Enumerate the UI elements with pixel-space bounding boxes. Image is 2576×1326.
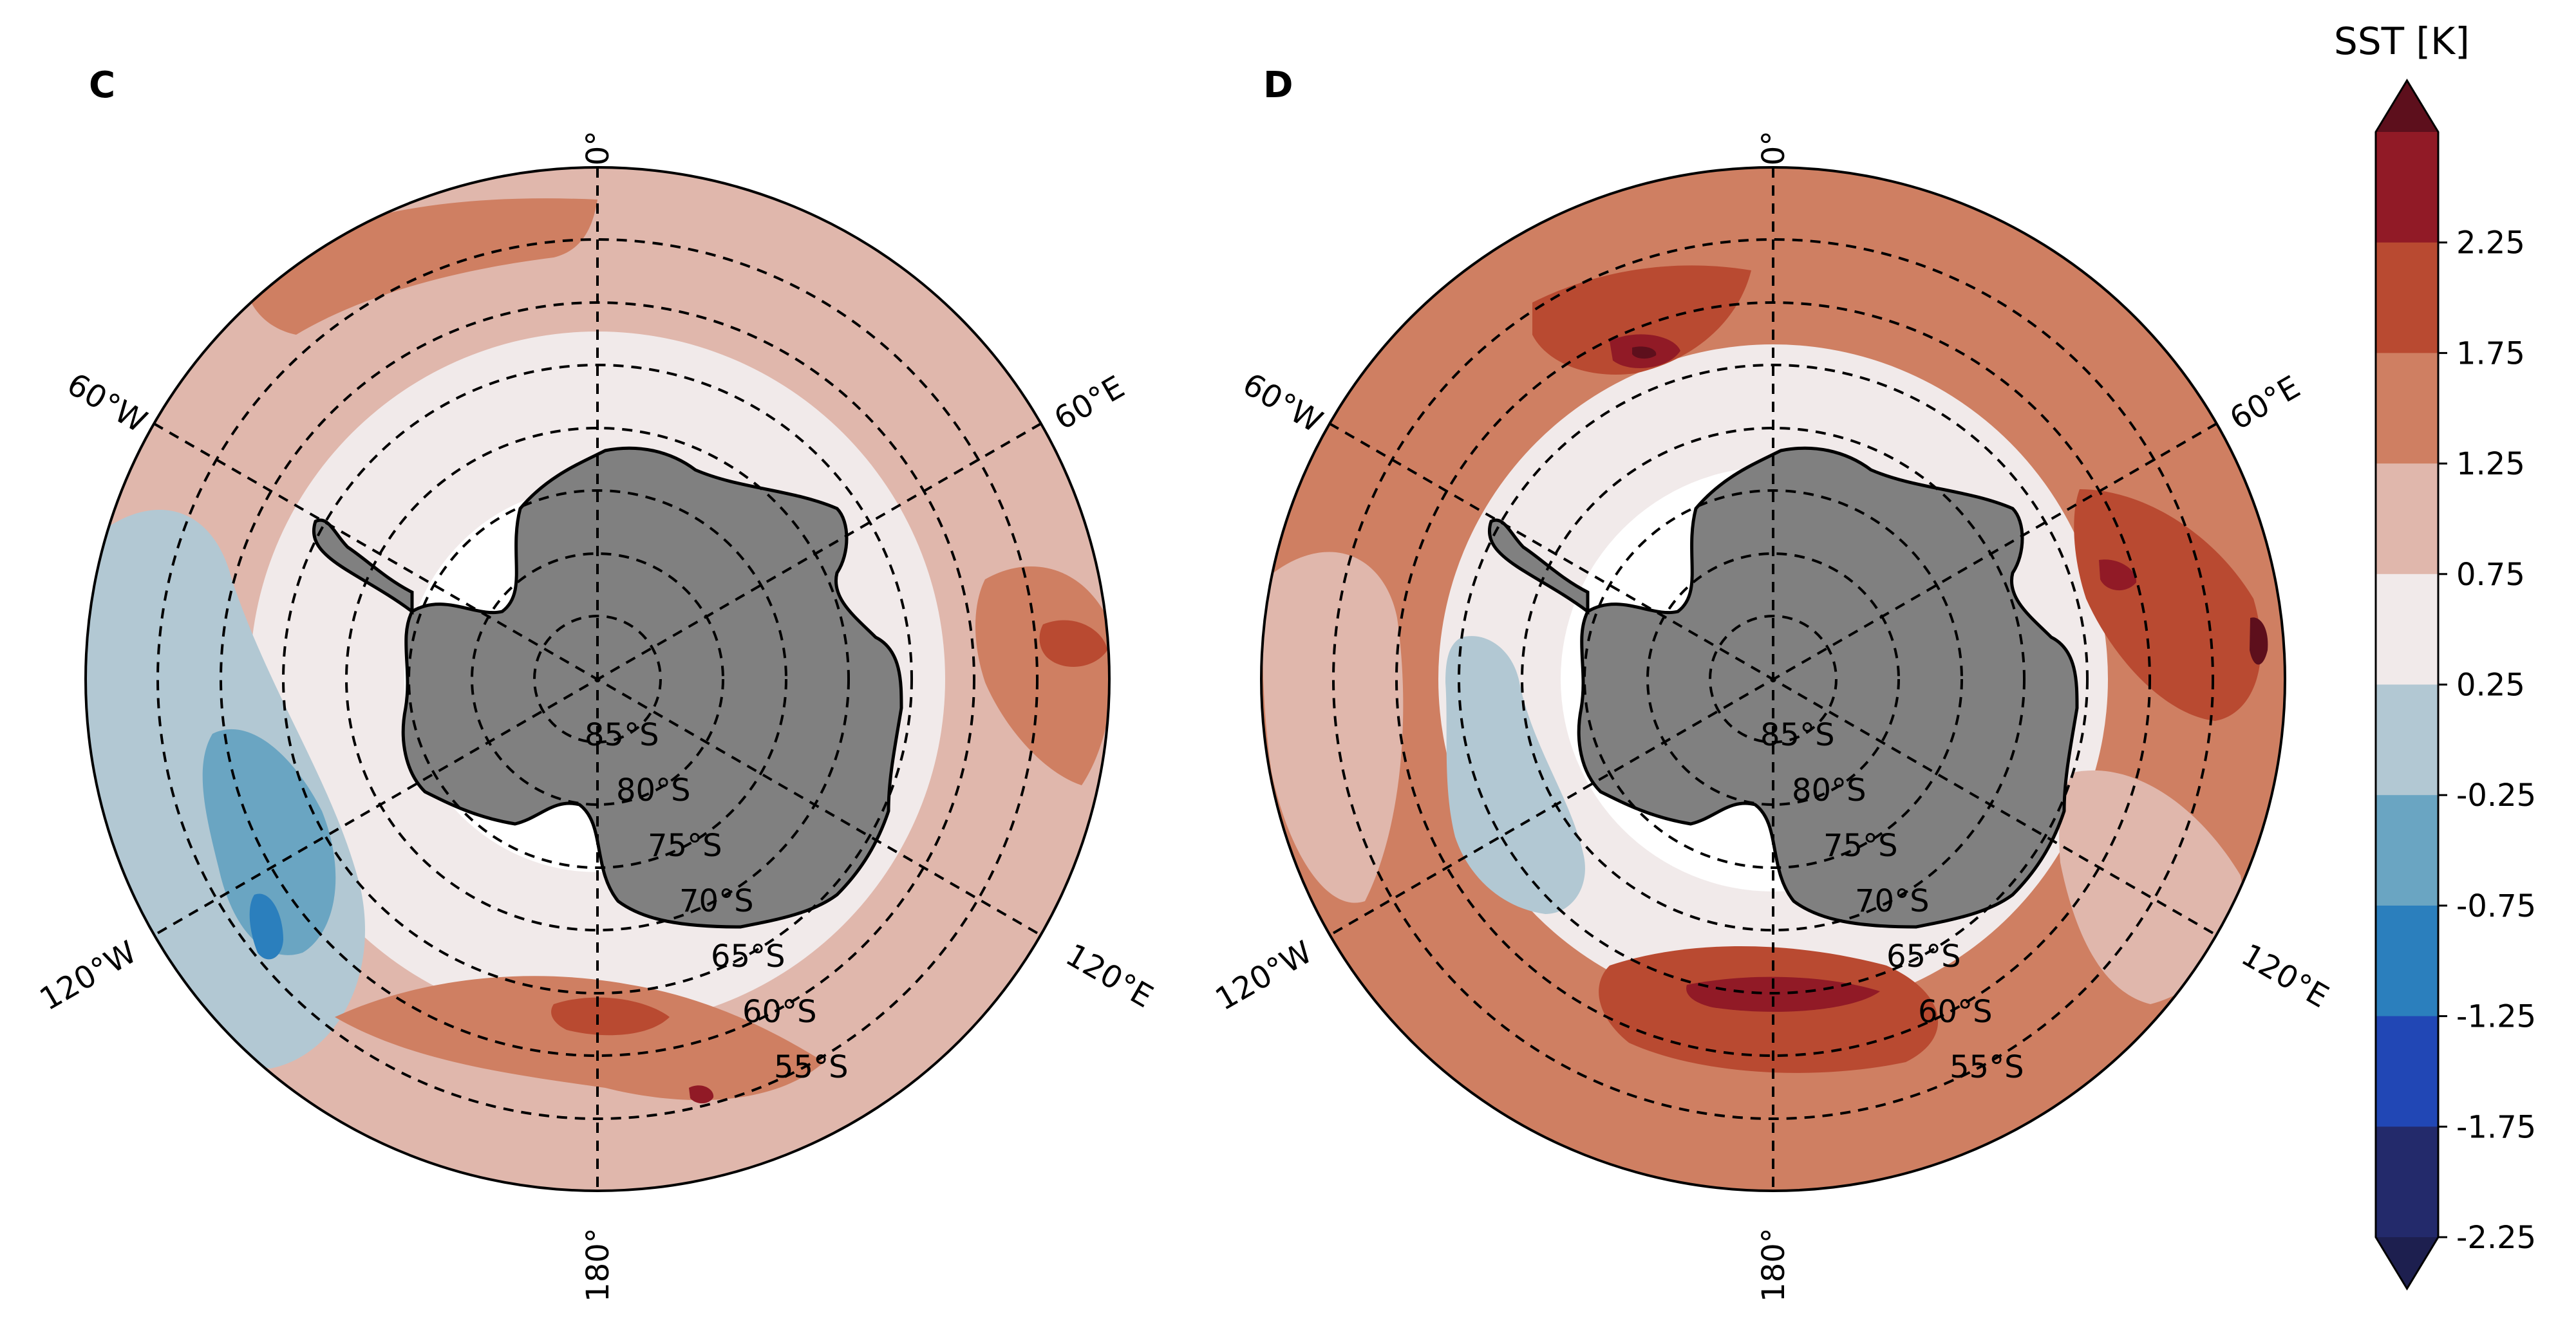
colorbar-title: SST [K] <box>2334 19 2470 63</box>
lat-label-80s: 80°S <box>616 772 691 808</box>
sst-anomaly-field-extreme-top <box>1632 346 1657 359</box>
sst-anomaly-field-warm-east <box>975 566 1109 785</box>
colorbar-bin <box>2376 905 2438 1017</box>
colorbar-tick-label: -0.25 <box>2456 778 2536 814</box>
colorbar-tick-label: 1.75 <box>2456 335 2525 371</box>
colorbar-bin <box>2376 574 2438 685</box>
lat-label-75s: 75°S <box>648 828 722 864</box>
lon-label-60e: 60°E <box>2224 369 2306 437</box>
lat-label-60s: 60°S <box>742 994 817 1030</box>
panel-label-c: C <box>89 64 116 106</box>
sst-anomaly-field-light-warm-east <box>2059 770 2243 1004</box>
colorbar-bin <box>2376 353 2438 464</box>
lon-label-0: 0° <box>580 131 616 166</box>
sst-anomaly-field-warm-bottom <box>335 976 824 1101</box>
panel-label-d: D <box>1263 64 1293 106</box>
colorbar-bin <box>2376 1126 2438 1238</box>
colorbar-tick-label: -0.75 <box>2456 888 2536 924</box>
lon-label-120w: 120°W <box>33 934 142 1018</box>
colorbar-tick-label: -1.25 <box>2456 999 2536 1035</box>
colorbar: 2.25 1.75 1.25 0.75 0.25 -0.25 -0.75 -1.25 -1.75… <box>2374 79 2536 1291</box>
colorbar-bin <box>2376 1016 2438 1127</box>
lat-label-60s: 60°S <box>1918 994 1993 1030</box>
map-panel-d: 0° 180° 60°W 60°E 120°W 120°E 85°S 80°S … <box>1209 131 2335 1302</box>
sst-anomaly-field-strong-east <box>2074 489 2261 721</box>
lat-label-65s: 65°S <box>711 938 785 975</box>
sst-anomaly-field-cool-3 <box>249 893 283 960</box>
antarctica-landmass <box>1577 446 2079 929</box>
lon-label-60w: 60°W <box>61 366 153 440</box>
lat-label-70s: 70°S <box>679 883 754 919</box>
lat-label-85s: 85°S <box>1760 717 1835 753</box>
colorbar-tick-label: 2.25 <box>2456 225 2525 261</box>
sst-anomaly-field-strong-top <box>1532 265 1751 375</box>
lon-label-120e: 120°E <box>2235 937 2335 1014</box>
colorbar-extend-max <box>2376 80 2438 132</box>
graticule <box>1329 167 2217 1191</box>
lat-label-55s: 55°S <box>774 1049 849 1085</box>
lon-label-180: 180° <box>1756 1228 1792 1302</box>
map-boundary <box>1260 166 2286 1192</box>
antarctica-landmass <box>401 446 903 929</box>
sst-anomaly-field-cool-2 <box>202 729 336 955</box>
colorbar-bin <box>2376 132 2438 243</box>
sst-anomaly-field-hot-spot <box>689 1085 714 1104</box>
lat-label-80s: 80°S <box>1792 772 1866 808</box>
sst-anomaly-field-cool <box>1445 636 1585 914</box>
map-boundary <box>84 166 1111 1192</box>
map-panel-c: 0° 180° 60°W 60°E 120°W 120°E 85°S 80°S … <box>33 131 1159 1302</box>
lon-label-180: 180° <box>580 1228 616 1302</box>
colorbar-tick-label: -1.75 <box>2456 1109 2536 1145</box>
lon-label-120w: 120°W <box>1209 934 1318 1018</box>
colorbar-bin <box>2376 463 2438 575</box>
graticule <box>153 167 1042 1191</box>
sst-anomaly-field-extreme-east <box>2250 617 2268 665</box>
colorbar-bin <box>2376 795 2438 906</box>
colorbar-tick-label: 0.75 <box>2456 557 2525 593</box>
sst-anomaly-field-warm-bottom-2 <box>551 997 670 1036</box>
lon-label-120e: 120°E <box>1060 937 1159 1014</box>
colorbar-extend-min <box>2376 1237 2438 1289</box>
lon-label-60e: 60°E <box>1048 369 1131 437</box>
colorbar-tick-label: -2.25 <box>2456 1220 2536 1256</box>
colorbar-tick-label: 0.25 <box>2456 668 2525 704</box>
lon-label-0: 0° <box>1756 131 1792 166</box>
lat-label-85s: 85°S <box>585 717 659 753</box>
sst-anomaly-field-hot-east <box>2099 559 2137 591</box>
colorbar-bin <box>2376 684 2438 796</box>
sst-anomaly-field-light-warm-west <box>1263 552 1404 903</box>
colorbar-bin <box>2376 242 2438 353</box>
sst-anomaly-field-warm-ring <box>1261 167 2285 1191</box>
lat-label-55s: 55°S <box>1950 1049 2024 1085</box>
sst-anomaly-field-warm-east-2 <box>1039 620 1107 668</box>
lon-label-60w: 60°W <box>1237 366 1329 440</box>
sst-anomaly-field-hot-bottom <box>1686 976 1880 1012</box>
lat-label-75s: 75°S <box>1823 828 1898 864</box>
lat-label-70s: 70°S <box>1855 883 1930 919</box>
colorbar-tick-label: 1.25 <box>2456 446 2525 482</box>
lat-label-65s: 65°S <box>1886 938 1961 975</box>
